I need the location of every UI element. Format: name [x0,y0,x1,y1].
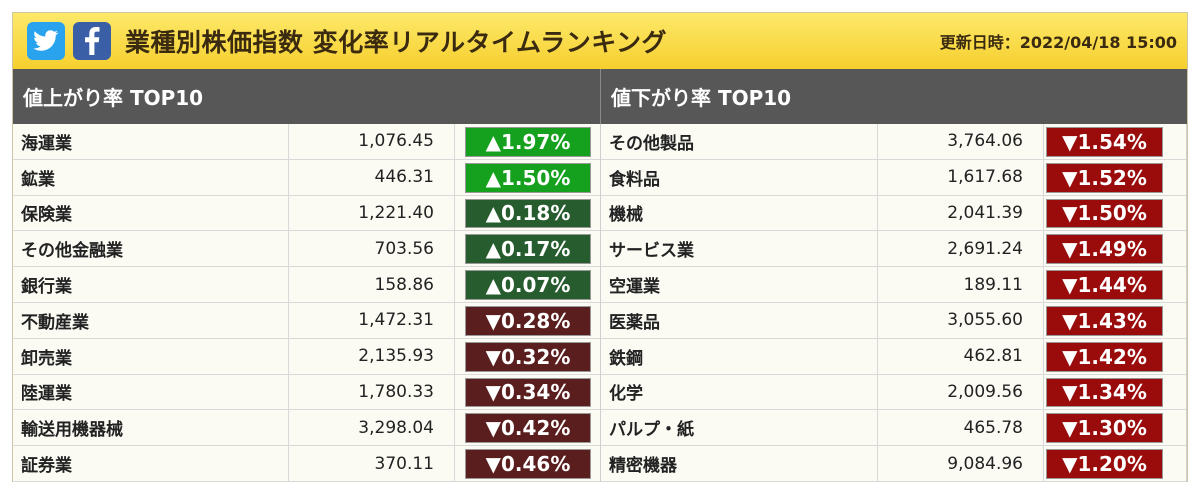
industry-name: 保険業 [13,195,289,231]
change-rate-badge: ▼0.28% [465,305,591,336]
index-value: 3,055.60 [878,302,1044,338]
industry-name: 不動産業 [13,302,289,338]
table-row[interactable]: 鉄鋼 462.81 ▼1.42% [601,338,1186,375]
table-row[interactable]: パルプ・紙 465.78 ▼1.30% [601,410,1186,447]
table-row[interactable]: 銀行業 158.86 ▲0.07% [13,267,600,303]
change-rate-badge: ▼1.43% [1046,305,1163,336]
industry-name: サービス業 [601,231,878,267]
industry-name: 鉱業 [13,159,289,195]
index-value: 3,298.04 [289,410,455,446]
table-row[interactable]: その他金融業 703.56 ▲0.17% [13,231,600,268]
industry-name: 輸送用機器械 [13,410,289,446]
change-rate-badge: ▼1.42% [1046,341,1163,372]
ranking-widget: 業種別株価指数 変化率リアルタイムランキング 更新日時：2022/04/18 1… [12,12,1188,482]
industry-name: 銀行業 [13,267,289,302]
table-row[interactable]: 化学 2,009.56 ▼1.34% [601,374,1186,411]
facebook-share-button[interactable] [73,22,111,60]
change-rate-badge: ▼0.42% [465,413,591,444]
change-rate-badge: ▼1.52% [1046,162,1163,193]
industry-name: 食料品 [601,159,878,195]
table-row[interactable]: 機械 2,041.39 ▼1.50% [601,195,1186,232]
index-value: 465.78 [878,410,1044,446]
gainers-table: 海運業 1,076.45 ▲1.97% 鉱業 446.31 ▲1.50% 保険業 1,221.… [13,124,601,482]
industry-name: その他製品 [601,124,878,159]
index-value: 703.56 [289,231,455,267]
table-row[interactable]: その他製品 3,764.06 ▼1.54% [601,124,1186,160]
index-value: 1,076.45 [289,124,455,159]
table-row[interactable]: 卸売業 2,135.93 ▼0.32% [13,338,600,375]
change-rate-badge: ▲1.97% [465,127,591,157]
industry-name: 卸売業 [13,338,289,374]
index-value: 1,780.33 [289,374,455,410]
change-rate-badge: ▼0.32% [465,341,591,372]
industry-name: その他金融業 [13,231,289,267]
industry-name: パルプ・紙 [601,410,878,446]
table-row[interactable]: 不動産業 1,472.31 ▼0.28% [13,302,600,339]
industry-name: 医薬品 [601,302,878,338]
industry-name: 機械 [601,195,878,231]
twitter-share-button[interactable] [27,22,65,60]
industry-name: 海運業 [13,124,289,159]
widget-header: 業種別株価指数 変化率リアルタイムランキング 更新日時：2022/04/18 1… [13,13,1187,69]
page-title: 業種別株価指数 変化率リアルタイムランキング [125,28,667,57]
table-row[interactable]: 陸運業 1,780.33 ▼0.34% [13,374,600,411]
gainers-heading: 値上がり率 TOP10 [13,69,601,124]
index-value: 2,041.39 [878,195,1044,231]
index-value: 370.11 [289,446,455,481]
table-row[interactable]: 証券業 370.11 ▼0.46% [13,446,600,482]
industry-name: 証券業 [13,446,289,481]
gainers-panel: 値上がり率 TOP10 海運業 1,076.45 ▲1.97% 鉱業 446.31 ▲1.… [13,69,601,482]
losers-panel: 値下がり率 TOP10 その他製品 3,764.06 ▼1.54% 食料品 1,617.… [601,69,1187,482]
index-value: 2,691.24 [878,231,1044,267]
table-row[interactable]: 海運業 1,076.45 ▲1.97% [13,124,600,160]
change-rate-badge: ▼1.20% [1046,449,1163,479]
index-value: 9,084.96 [878,446,1044,481]
change-rate-badge: ▲0.07% [465,270,591,300]
index-value: 2,009.56 [878,374,1044,410]
twitter-icon [33,30,59,51]
index-value: 462.81 [878,338,1044,374]
index-value: 1,617.68 [878,159,1044,195]
change-rate-badge: ▲0.17% [465,234,591,265]
change-rate-badge: ▲1.50% [465,162,591,193]
update-timestamp: 更新日時：2022/04/18 15:00 [939,33,1177,52]
index-value: 189.11 [878,267,1044,302]
change-rate-badge: ▼1.54% [1046,127,1163,157]
index-value: 1,472.31 [289,302,455,338]
change-rate-badge: ▼1.34% [1046,377,1163,408]
change-rate-badge: ▼1.49% [1046,234,1163,265]
industry-name: 陸運業 [13,374,289,410]
change-rate-badge: ▼0.34% [465,377,591,408]
industry-name: 化学 [601,374,878,410]
change-rate-badge: ▲0.18% [465,198,591,229]
industry-name: 精密機器 [601,446,878,481]
industry-name: 鉄鋼 [601,338,878,374]
index-value: 2,135.93 [289,338,455,374]
industry-name: 空運業 [601,267,878,302]
table-row[interactable]: 精密機器 9,084.96 ▼1.20% [601,446,1186,482]
change-rate-badge: ▼0.46% [465,449,591,479]
index-value: 3,764.06 [878,124,1044,159]
losers-table: その他製品 3,764.06 ▼1.54% 食料品 1,617.68 ▼1.52% 機械 2,… [601,124,1187,482]
change-rate-badge: ▼1.30% [1046,413,1163,444]
change-rate-badge: ▼1.44% [1046,270,1163,300]
table-row[interactable]: サービス業 2,691.24 ▼1.49% [601,231,1186,268]
index-value: 1,221.40 [289,195,455,231]
table-row[interactable]: 保険業 1,221.40 ▲0.18% [13,195,600,232]
table-row[interactable]: 医薬品 3,055.60 ▼1.43% [601,302,1186,339]
losers-heading: 値下がり率 TOP10 [601,69,1187,124]
facebook-icon [85,27,100,55]
index-value: 158.86 [289,267,455,302]
change-rate-badge: ▼1.50% [1046,198,1163,229]
table-row[interactable]: 輸送用機器械 3,298.04 ▼0.42% [13,410,600,447]
table-row[interactable]: 鉱業 446.31 ▲1.50% [13,159,600,196]
table-row[interactable]: 食料品 1,617.68 ▼1.52% [601,159,1186,196]
table-row[interactable]: 空運業 189.11 ▼1.44% [601,267,1186,303]
index-value: 446.31 [289,159,455,195]
